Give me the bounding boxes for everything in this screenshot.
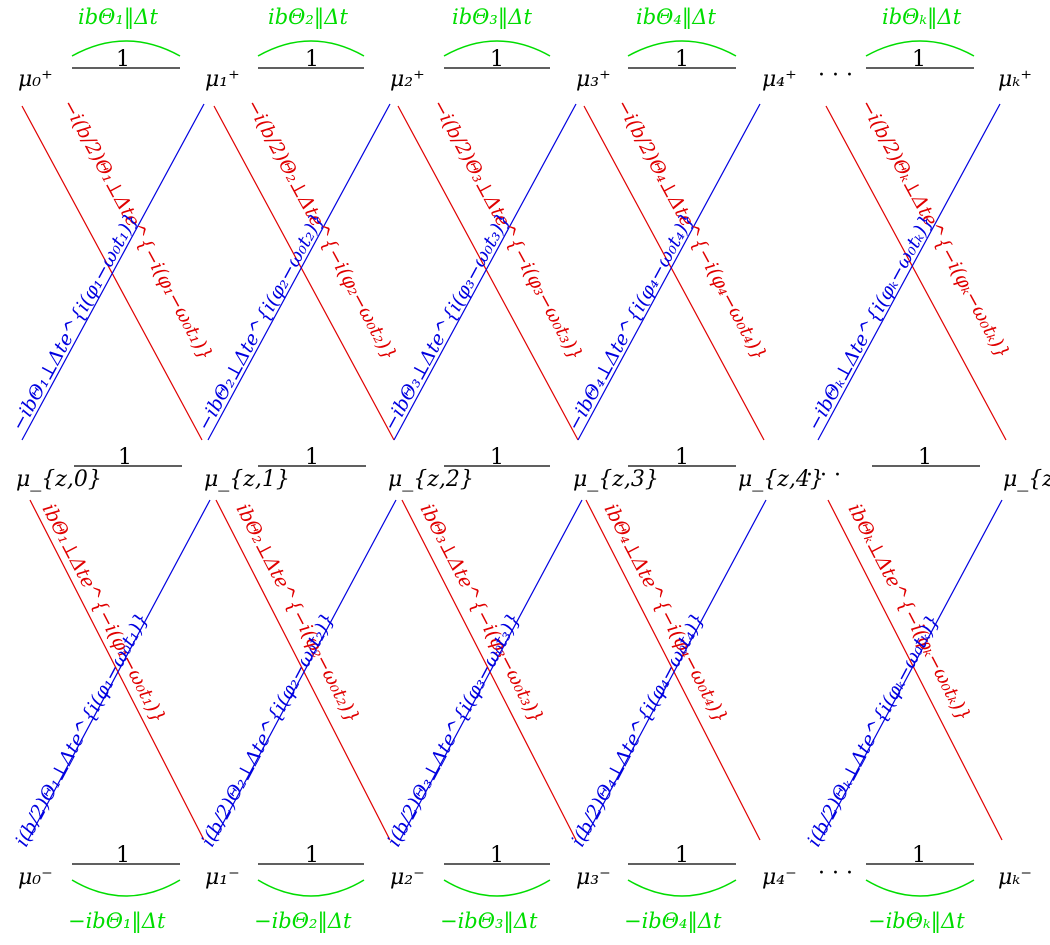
- bottom-arc-label-1: −ibΘ₁‖Δt: [68, 909, 166, 934]
- lower-diagonals: [27, 499, 1003, 841]
- top-edges: 1 1 1 1 1: [72, 47, 974, 72]
- mid-edge-weight-k: 1: [918, 445, 932, 470]
- bottom-arc-label-k: −ibΘₖ‖Δt: [868, 909, 965, 934]
- node-mu-plus-1: μ₁⁺: [205, 67, 240, 92]
- top-edge-weight-1: 1: [116, 47, 130, 72]
- upper-blue-line-4: [577, 103, 761, 441]
- bottom-arc-label-4: −ibΘ₄‖Δt: [624, 909, 722, 934]
- lower-red-line-4: [585, 499, 761, 841]
- top-arc-label-4: ibΘ₄‖Δt: [636, 5, 716, 30]
- node-mu-plus-3: μ₃⁺: [576, 67, 611, 92]
- node-mu-minus-3: μ₃⁻: [576, 865, 611, 890]
- lower-blue-label-3: i(b/2)Θ₃⊥Δte^{i(φ₃−ω₀t₃)}: [383, 609, 525, 850]
- lower-blue-line-3: [399, 499, 583, 841]
- lower-blue-label-2: i(b/2)Θ₂⊥Δte^{i(φ₂−ω₀t₂)}: [197, 609, 339, 850]
- node-mu-plus-k: μₖ⁺: [998, 67, 1032, 92]
- node-mu-plus-2: μ₂⁺: [390, 67, 425, 92]
- node-mu-z-1: μ_{z,1}: [204, 467, 290, 492]
- bottom-arc-4: [627, 879, 737, 897]
- bottom-arc-k: [865, 879, 975, 897]
- bottom-edges: 1 1 1 1 1: [72, 843, 974, 868]
- top-arcs: [71, 40, 975, 57]
- lower-blue-label-k: i(b/2)Θₖ⊥Δte^{i(φₖ−ω₀tₖ)}: [803, 611, 944, 850]
- upper-blue-line-2: [207, 103, 391, 441]
- lower-red-line-2: [215, 499, 391, 841]
- top-arc-label-k: ibΘₖ‖Δt: [882, 5, 962, 30]
- top-arc-label-1: ibΘ₁‖Δt: [78, 5, 158, 30]
- upper-blue-line-k: [817, 103, 1001, 441]
- bottom-edge-weight-4: 1: [675, 843, 689, 868]
- bottom-edge-weight-2: 1: [305, 843, 319, 868]
- node-mu-plus-0: μ₀⁺: [18, 67, 53, 92]
- upper-red-line-4: [583, 105, 765, 441]
- upper-blue-label-4: −ibΘ₄⊥Δte^{i(φ₄−ω₀t₄)}: [563, 209, 699, 434]
- top-arc-3: [443, 40, 551, 57]
- top-arc-label-2: ibΘ₂‖Δt: [268, 5, 348, 30]
- node-mu-minus-4: μ₄⁻: [762, 865, 797, 890]
- top-arc-4: [627, 40, 737, 57]
- top-arc-k: [865, 40, 975, 57]
- mid-edge-weight-4: 1: [675, 445, 689, 470]
- lower-blue-label-4: i(b/2)Θ₄⊥Δte^{i(φ₄−ω₀t₄)}: [567, 609, 709, 850]
- node-mu-minus-0: μ₀⁻: [18, 865, 53, 890]
- top-arc-label-3: ibΘ₃‖Δt: [452, 5, 532, 30]
- lower-blue-line-k: [819, 499, 1003, 841]
- upper-blue-label-2: −ibΘ₂⊥Δte^{i(φ₂−ω₀t₂)}: [193, 209, 329, 434]
- lower-red-line-1: [29, 499, 205, 841]
- bottom-edge-weight-k: 1: [912, 843, 926, 868]
- bottom-edge-weight-3: 1: [490, 843, 504, 868]
- node-mu-minus-1: μ₁⁻: [205, 865, 240, 890]
- mid-edge-weight-3: 1: [490, 445, 504, 470]
- top-arc-1: [71, 40, 181, 57]
- node-mu-z-4: μ_{z,4}: [738, 467, 824, 492]
- upper-red-line-2: [213, 105, 395, 441]
- upper-blue-label-1: −ibΘ₁⊥Δte^{i(φ₁−ω₀t₁)}: [7, 209, 143, 434]
- mid-edges: 1 1 1 1 1: [74, 445, 980, 470]
- lower-blue-line-4: [583, 499, 767, 841]
- lower-blue-line-2: [213, 499, 397, 841]
- upper-blue-label-k: −ibΘₖ⊥Δte^{i(φₖ−ω₀tₖ)}: [803, 211, 938, 434]
- upper-blue-line-1: [21, 103, 205, 441]
- bottom-arc-2: [257, 879, 365, 897]
- upper-diagonals: [21, 103, 1007, 441]
- node-mu-z-0: μ_{z,0}: [16, 467, 102, 492]
- top-edge-weight-2: 1: [305, 47, 319, 72]
- bottom-arc-label-2: −ibΘ₂‖Δt: [254, 909, 352, 934]
- bottom-arc-label-3: −ibΘ₃‖Δt: [440, 909, 538, 934]
- upper-red-line-k: [825, 105, 1007, 441]
- top-edge-weight-4: 1: [675, 47, 689, 72]
- bottom-arc-3: [443, 879, 551, 897]
- mid-ellipsis: · · ·: [806, 463, 841, 488]
- bottom-ellipsis: · · ·: [818, 861, 853, 886]
- mid-edge-weight-2: 1: [305, 445, 319, 470]
- top-arc-2: [257, 40, 365, 57]
- node-mu-minus-2: μ₂⁻: [390, 865, 425, 890]
- bottom-arc-1: [71, 879, 181, 897]
- node-mu-z-2: μ_{z,2}: [388, 467, 474, 492]
- top-edge-weight-k: 1: [912, 47, 926, 72]
- lower-red-line-3: [401, 499, 577, 841]
- node-mu-minus-k: μₖ⁻: [998, 865, 1032, 890]
- upper-red-line-3: [397, 105, 579, 441]
- lower-red-line-k: [827, 499, 1003, 841]
- top-edge-weight-3: 1: [490, 47, 504, 72]
- node-mu-plus-4: μ₄⁺: [762, 67, 797, 92]
- bottom-edge-weight-1: 1: [116, 843, 130, 868]
- lower-blue-label-1: i(b/2)Θ₁⊥Δte^{i(φ₁−ω₀t₁)}: [11, 609, 153, 850]
- top-ellipsis: · · ·: [818, 63, 853, 88]
- bottom-arcs: [71, 879, 975, 897]
- upper-blue-line-3: [393, 103, 577, 441]
- node-mu-z-3: μ_{z,3}: [573, 467, 659, 492]
- upper-blue-label-3: −ibΘ₃⊥Δte^{i(φ₃−ω₀t₃)}: [379, 209, 515, 434]
- mid-edge-weight-1: 1: [118, 445, 132, 470]
- node-mu-z-k: μ_{z,k}: [1003, 467, 1050, 492]
- lower-blue-line-1: [27, 499, 211, 841]
- lower-red-label-k: ibΘₖ⊥Δte^{−i(φₖ−ω₀tₖ)}: [844, 500, 975, 725]
